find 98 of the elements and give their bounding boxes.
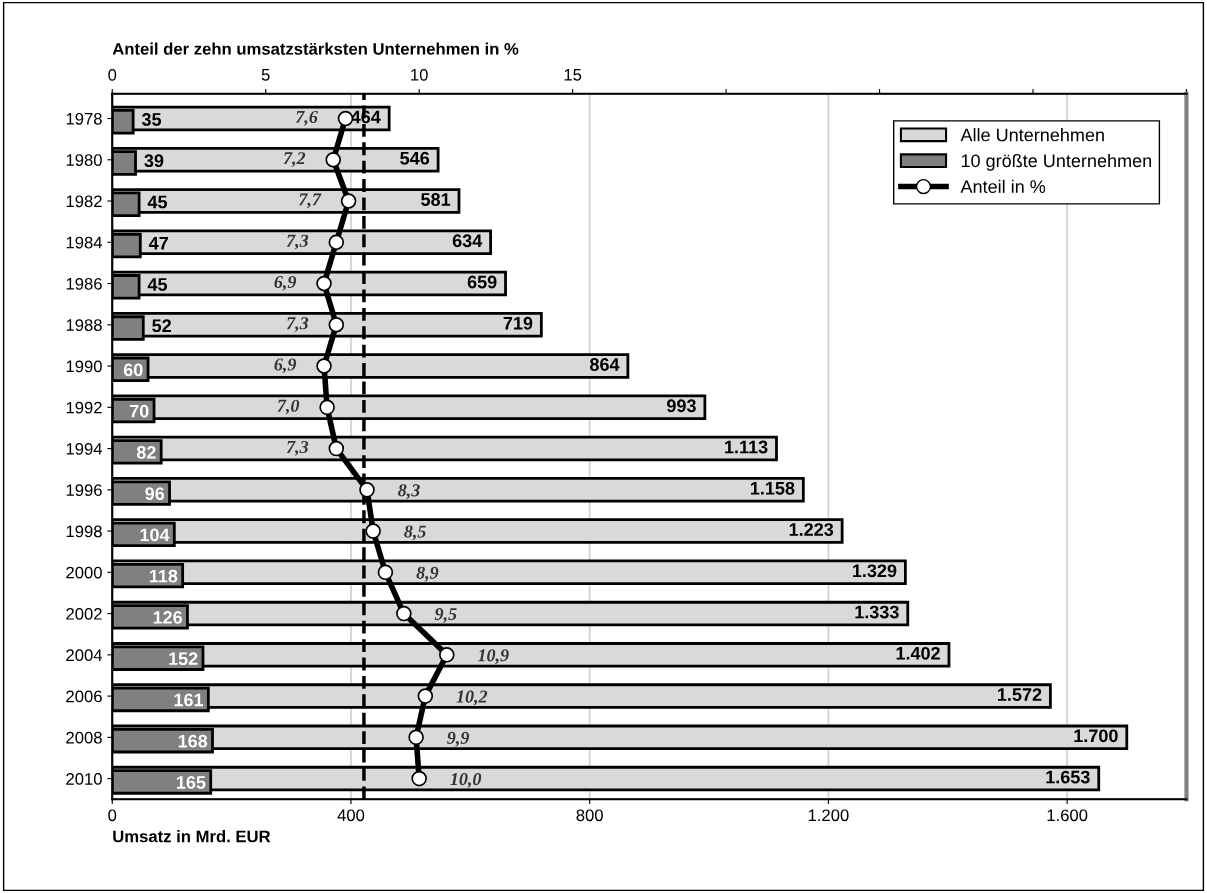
- data-label: 96: [145, 487, 165, 501]
- point: [340, 193, 357, 209]
- point: [319, 399, 335, 416]
- x2-tick-label: 0: [108, 68, 117, 81]
- point: [328, 440, 345, 457]
- data-label: 45: [147, 278, 168, 291]
- data-label: 9,9: [447, 731, 470, 747]
- data-label: 993: [667, 399, 696, 413]
- data-label: 10,0: [450, 773, 482, 788]
- data-label: 581: [421, 193, 451, 206]
- y-tick-label: 1994: [66, 442, 103, 455]
- x2-tick-label: 15: [564, 69, 582, 81]
- point: [377, 564, 394, 581]
- data-label: 1.402: [896, 646, 940, 660]
- y-tick-label: 1988: [66, 319, 102, 331]
- data-label: 546: [400, 151, 430, 165]
- x-tick-label: 1.600: [1047, 809, 1088, 822]
- data-label: 152: [169, 652, 198, 666]
- point: [365, 523, 381, 539]
- x2-tick-label: 5: [261, 69, 270, 81]
- point: [439, 647, 455, 663]
- data-label: 1.223: [789, 523, 834, 536]
- data-label: 10,9: [477, 649, 509, 665]
- point: [396, 605, 412, 622]
- y-tick-label: 1998: [66, 525, 102, 538]
- data-label: 7,0: [277, 399, 300, 415]
- data-label: 1.329: [852, 564, 897, 578]
- y-tick-label: 1992: [66, 401, 102, 414]
- data-label: 52: [152, 319, 171, 333]
- data-label: 1.572: [998, 688, 1042, 701]
- x2-tick-label: 10: [411, 68, 428, 81]
- data-label: 165: [176, 776, 206, 789]
- data-label: 70: [129, 404, 149, 418]
- y-tick-label: 2002: [66, 607, 102, 620]
- point: [417, 688, 434, 704]
- data-label: 7,3: [286, 234, 309, 250]
- y-tick-label: 2006: [66, 690, 102, 703]
- point: [328, 317, 345, 333]
- legend-label: Anteil in %: [960, 179, 1046, 194]
- x-tick-label: 800: [576, 809, 603, 822]
- data-label: 45: [147, 195, 168, 209]
- data-label: 634: [452, 234, 483, 248]
- y-tick-label: 2010: [66, 773, 102, 785]
- data-label: 161: [174, 693, 204, 707]
- point: [337, 110, 354, 127]
- data-label: 9,5: [434, 608, 457, 623]
- data-label: 1.113: [725, 440, 768, 454]
- x2-axis-title: Anteil der zehn umsatzstärksten Unternehmen in %: [112, 42, 519, 55]
- x-tick-label: 0: [108, 809, 117, 822]
- data-label: 864: [589, 358, 620, 371]
- y-tick-label: 1980: [66, 154, 102, 166]
- point: [328, 234, 345, 251]
- y-tick-label: 1982: [66, 195, 102, 208]
- data-label: 168: [178, 734, 208, 748]
- data-label: 39: [144, 154, 164, 168]
- y-tick-label: 2004: [66, 649, 103, 662]
- data-label: 8,3: [398, 484, 420, 500]
- y-tick-label: 2000: [66, 566, 102, 579]
- point: [325, 151, 342, 168]
- data-label: 7,2: [283, 152, 306, 167]
- data-label: 60: [123, 363, 143, 377]
- y-tick-label: 1984: [66, 236, 103, 249]
- data-label: 6,9: [274, 358, 297, 374]
- y-tick-label: 1990: [66, 360, 102, 373]
- legend-label: Alle Unternehmen: [960, 128, 1104, 142]
- data-label: 1.158: [750, 481, 795, 495]
- data-label: 1.653: [1046, 770, 1090, 784]
- data-label: 7,3: [286, 317, 309, 332]
- y-tick-label: 1996: [66, 484, 102, 497]
- y-tick-label: 1986: [66, 277, 102, 290]
- data-label: 7,7: [299, 193, 322, 209]
- data-label: 35: [141, 113, 162, 126]
- point: [408, 729, 424, 746]
- data-label: 1.333: [855, 605, 899, 619]
- x-tick-label: 1.200: [808, 809, 849, 822]
- point: [411, 770, 427, 787]
- data-label: 659: [467, 275, 497, 289]
- point: [359, 482, 375, 498]
- data-label: 104: [140, 528, 170, 542]
- y-tick-label: 2008: [66, 731, 102, 744]
- x-tick-label: 400: [337, 809, 365, 822]
- data-label: 126: [153, 611, 183, 624]
- point: [316, 275, 332, 292]
- data-label: 7,6: [296, 110, 318, 126]
- data-label: 47: [148, 237, 168, 250]
- data-label: 719: [503, 316, 533, 330]
- point: [316, 358, 332, 374]
- data-label: 118: [149, 569, 178, 583]
- data-label: 1.700: [1074, 729, 1118, 743]
- data-label: 8,5: [404, 525, 426, 541]
- data-label: 8,9: [416, 566, 439, 582]
- data-label: 10,2: [456, 690, 488, 706]
- y-tick-label: 1978: [66, 112, 102, 125]
- legend-label: 10 größte Unternehmen: [961, 153, 1152, 171]
- data-label: 6,9: [274, 275, 297, 291]
- data-label: 82: [136, 445, 156, 459]
- x-axis-title: Umsatz in Mrd. EUR: [113, 830, 271, 843]
- data-label: 7,3: [286, 440, 309, 456]
